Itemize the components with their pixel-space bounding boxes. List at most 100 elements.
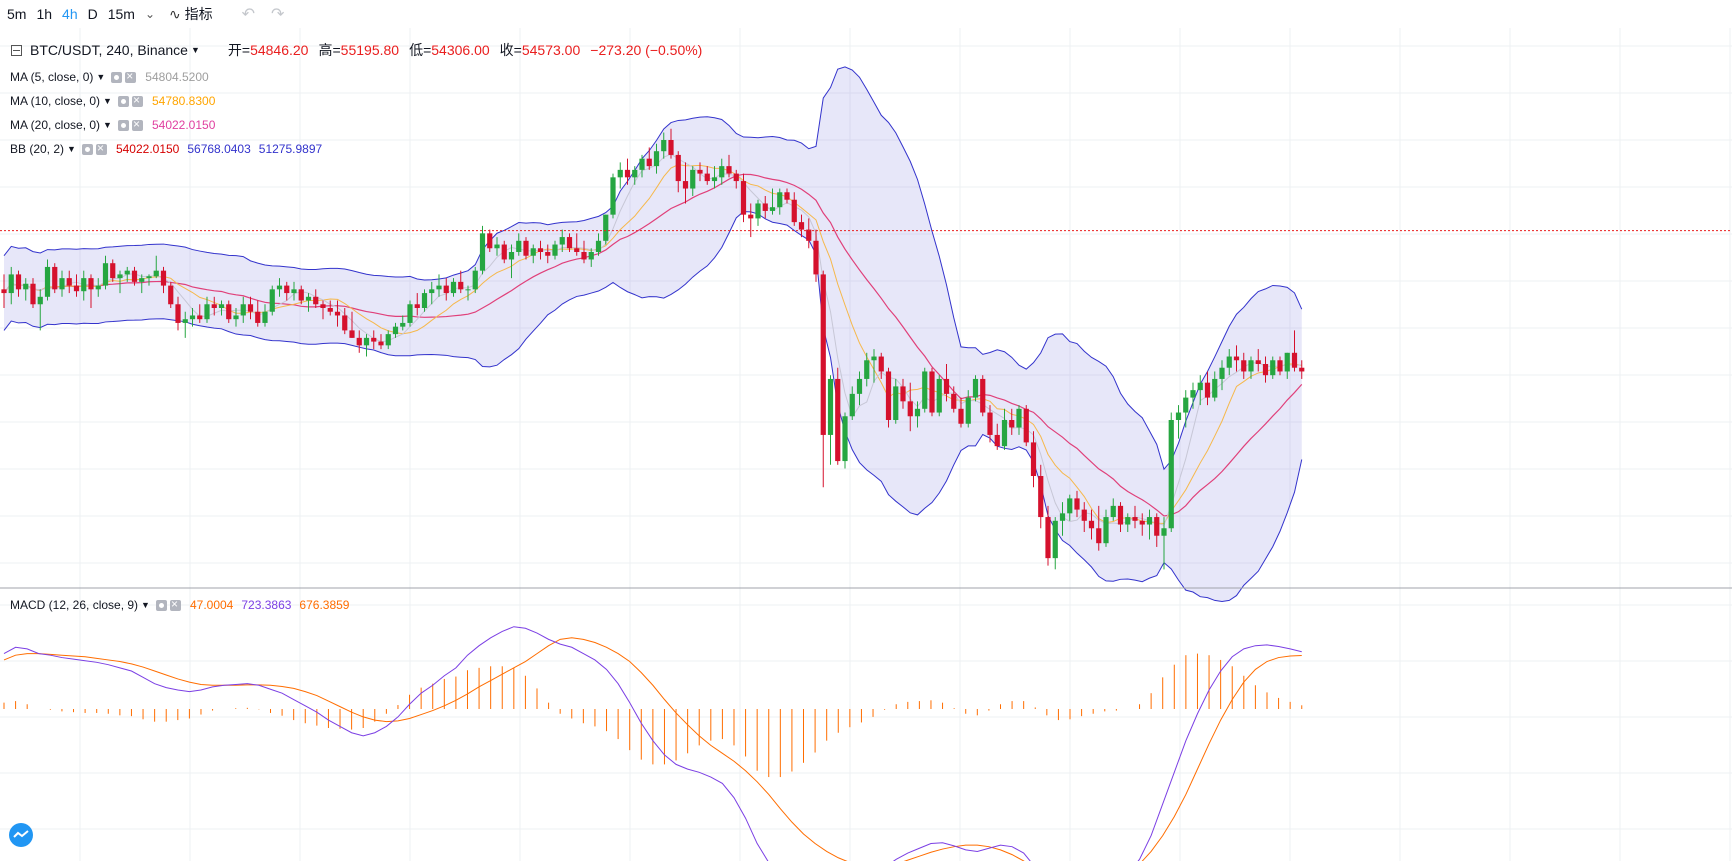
candle-body xyxy=(574,248,580,252)
candle-body xyxy=(537,248,544,252)
candle-body xyxy=(675,154,681,182)
eye-icon[interactable] xyxy=(117,119,129,131)
candle-body xyxy=(929,371,935,413)
eye-icon[interactable] xyxy=(81,143,93,155)
candle-body xyxy=(276,285,283,290)
candle-body xyxy=(1125,517,1131,525)
candle-body xyxy=(102,263,109,286)
macd-signal-value: 676.3859 xyxy=(299,598,350,612)
candle-body xyxy=(182,319,188,323)
candle-body xyxy=(1248,360,1254,372)
candle-body xyxy=(653,151,660,167)
candle-body xyxy=(798,222,805,230)
candle-body xyxy=(791,199,797,223)
chevron-down-icon[interactable]: ▼ xyxy=(103,120,112,130)
chevron-down-icon[interactable]: ▼ xyxy=(103,96,112,106)
ma20-label[interactable]: MA (20, close, 0) xyxy=(10,118,101,132)
candles xyxy=(1,128,1305,570)
ma10-value: 54780.8300 xyxy=(151,94,216,108)
candle-body xyxy=(1016,408,1022,428)
interval-d-button[interactable]: D xyxy=(87,6,98,22)
ma5-value: 54804.5200 xyxy=(145,70,209,84)
macd-hist-value: 47.0004 xyxy=(189,598,234,612)
collapse-icon[interactable] xyxy=(11,44,22,56)
candle-body xyxy=(849,393,855,417)
high-label: 高= xyxy=(318,42,341,58)
candle-body xyxy=(1204,382,1211,398)
candle-body xyxy=(835,378,841,462)
indicators-button[interactable]: ∿ 指标 xyxy=(164,0,218,28)
candle-body xyxy=(385,334,391,346)
candle-body xyxy=(1009,420,1015,428)
candle-body xyxy=(719,166,725,178)
candle-body xyxy=(914,408,921,417)
eye-icon[interactable] xyxy=(111,71,123,83)
undo-icon[interactable]: ↶ xyxy=(241,6,255,23)
candle-body xyxy=(139,278,145,282)
candle-body xyxy=(342,315,348,331)
redo-icon[interactable]: ↷ xyxy=(271,6,285,23)
candle-body xyxy=(733,173,739,182)
candle-body xyxy=(806,229,812,241)
macd-value: 723.3863 xyxy=(241,598,292,612)
candle-body xyxy=(508,252,515,260)
candle-body xyxy=(545,252,551,256)
candle-body xyxy=(951,393,957,409)
candle-body xyxy=(146,276,152,279)
candle-body xyxy=(900,386,906,402)
ma10-label[interactable]: MA (10, close, 0) xyxy=(10,94,101,108)
candle-body xyxy=(226,304,232,320)
candle-body xyxy=(400,322,406,327)
candle-body xyxy=(1074,498,1080,510)
candle-body xyxy=(762,203,768,211)
close-icon[interactable] xyxy=(131,93,143,107)
symbol-label[interactable]: BTC/USDT, 240, Binance xyxy=(30,42,188,58)
candle-body xyxy=(682,181,689,189)
macd-label[interactable]: MACD (12, 26, close, 9) xyxy=(10,598,139,612)
close-icon[interactable] xyxy=(125,69,137,83)
interval-15m-button[interactable]: 15m xyxy=(107,6,135,22)
candle-body xyxy=(972,378,979,398)
candle-body xyxy=(784,192,790,200)
candle-body xyxy=(37,296,43,305)
chevron-down-icon[interactable]: ▼ xyxy=(141,600,150,610)
candle-body xyxy=(668,140,674,155)
candle-body xyxy=(15,274,22,290)
bb-upper-value: 56768.0403 xyxy=(187,142,251,156)
candle-body xyxy=(1183,397,1189,413)
ma5-label[interactable]: MA (5, close, 0) xyxy=(10,70,94,84)
chevron-down-icon[interactable]: ▼ xyxy=(190,45,200,55)
candle-body xyxy=(1212,378,1218,398)
chevron-down-icon[interactable]: ▼ xyxy=(96,72,106,82)
interval-4h-button[interactable]: 4h xyxy=(62,6,78,22)
bb-label[interactable]: BB (20, 2) xyxy=(10,142,65,156)
close-icon[interactable] xyxy=(95,141,107,155)
candle-body xyxy=(1241,360,1247,372)
candle-body xyxy=(624,169,631,178)
candle-body xyxy=(450,281,457,294)
candle-body xyxy=(704,173,710,182)
candle-body xyxy=(864,360,870,379)
close-icon[interactable] xyxy=(169,597,181,611)
close-icon[interactable] xyxy=(131,117,143,131)
candle-body xyxy=(131,270,138,282)
candle-body xyxy=(59,278,65,290)
candle-body xyxy=(305,296,312,301)
chevron-down-icon[interactable]: ▼ xyxy=(67,144,76,154)
indicators-label: 指标 xyxy=(184,6,213,22)
interval-1h-button[interactable]: 1h xyxy=(36,6,53,22)
bollinger-band xyxy=(3,66,1303,603)
interval-5m-button[interactable]: 5m xyxy=(7,6,27,22)
candle-body xyxy=(189,315,196,320)
chevron-down-icon[interactable]: ⌄ xyxy=(144,7,155,21)
candle-body xyxy=(559,237,565,245)
chart-canvas[interactable] xyxy=(0,28,1732,861)
bb-upper-line xyxy=(3,66,1303,471)
candle-body xyxy=(407,304,413,323)
eye-icon[interactable] xyxy=(155,599,167,611)
candle-body xyxy=(711,177,718,182)
logo-icon[interactable] xyxy=(9,823,33,847)
candle-body xyxy=(1291,352,1298,368)
candle-body xyxy=(726,166,732,174)
eye-icon[interactable] xyxy=(117,95,129,107)
